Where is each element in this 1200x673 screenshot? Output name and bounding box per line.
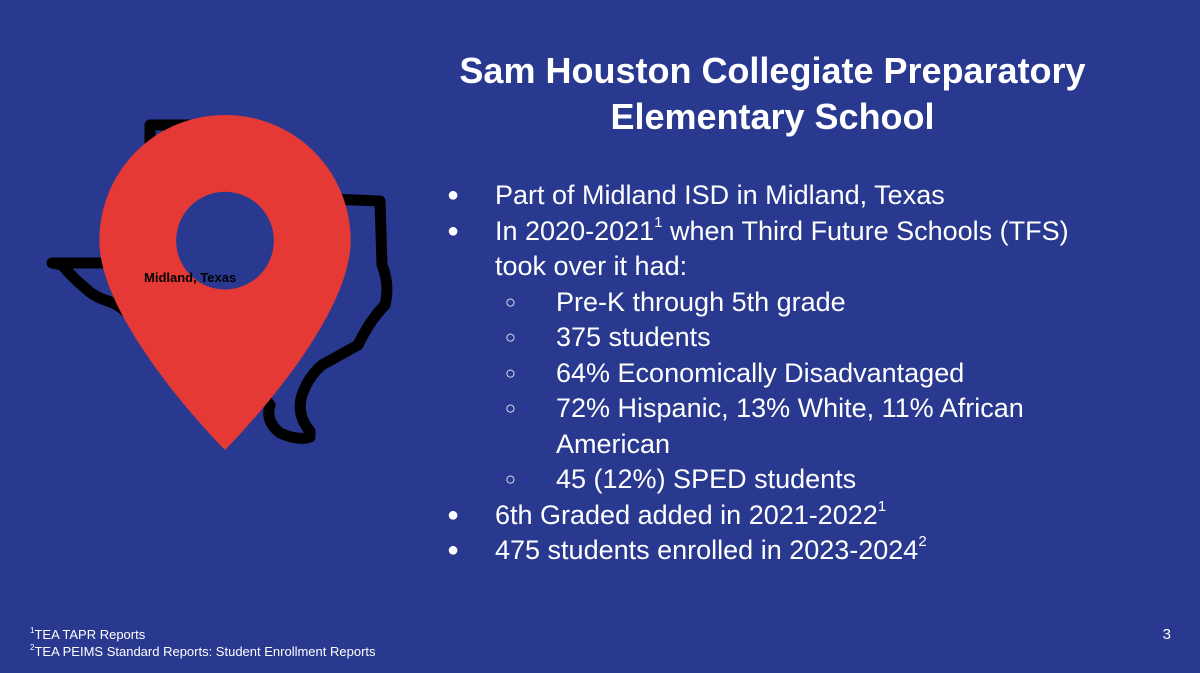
bullet-dot-icon: ● [447,539,460,561]
page-number: 3 [1162,626,1171,643]
location-pin-icon [99,115,351,450]
footnote-2: 2TEA PEIMS Standard Reports: Student Enr… [30,643,376,660]
texas-map: Midland, Texas [40,115,410,450]
footnote-ref: 2 [918,533,927,550]
bullet-text: In 2020-2021 [495,215,655,246]
sub-bullet-item: ○ 45 (12%) SPED students [443,462,1103,498]
bullet-text: 6th Graded added in 2021-2022 [495,499,878,530]
sub-bullet-item: ○ Pre-K through 5th grade [443,285,1103,321]
footnote-ref: 1 [877,497,887,515]
bullet-dot-icon: ● [447,503,460,526]
footnote-text: TEA PEIMS Standard Reports: Student Enro… [34,644,376,659]
bullet-item: ● 475 students enrolled in 2023-20242 [443,533,1103,569]
sub-bullet-text: 64% Economically Disadvantaged [556,357,965,388]
bullet-text: Part of Midland ISD in Midland, Texas [495,180,945,210]
footnotes: 1TEA TAPR Reports 2TEA PEIMS Standard Re… [30,626,376,660]
sub-bullet-item: ○ 64% Economically Disadvantaged [443,356,1103,392]
bullet-circle-icon: ○ [505,327,516,347]
footnote-text: TEA TAPR Reports [34,627,146,642]
bullet-item: ● In 2020-20211 when Third Future School… [443,214,1103,285]
title-line-1: Sam Houston Collegiate Preparatory [459,50,1086,91]
bullet-text: 475 students enrolled in 2023-2024 [495,535,919,565]
bullet-text: when Third Future Schools (TFS) took ove… [495,215,1069,282]
sub-bullet-text: 375 students [556,322,711,352]
sub-bullet-item: ○ 72% Hispanic, 13% White, 11% African A… [443,391,1103,462]
footnote-1: 1TEA TAPR Reports [30,626,376,643]
bullet-dot-icon: ● [447,184,460,206]
slide-title: Sam Houston Collegiate Preparatory Eleme… [400,48,1145,140]
sub-bullet-text: 72% Hispanic, 13% White, 11% African Ame… [556,393,1024,459]
bullet-circle-icon: ○ [505,469,516,489]
sub-bullet-text: Pre-K through 5th grade [556,286,846,317]
footnote-ref: 1 [654,213,663,231]
title-line-2: Elementary School [610,96,935,137]
footnote-number: 2 [30,643,35,652]
footnote-number: 1 [30,626,35,635]
bullet-circle-icon: ○ [505,398,516,418]
bullet-list: ● Part of Midland ISD in Midland, Texas … [443,178,1103,569]
bullet-circle-icon: ○ [505,291,516,312]
sub-bullet-item: ○ 375 students [443,320,1103,356]
map-location-label: Midland, Texas [144,270,237,285]
bullet-circle-icon: ○ [505,362,516,383]
bullet-item: ● 6th Graded added in 2021-20221 [443,498,1103,534]
sub-bullet-text: 45 (12%) SPED students [556,464,857,494]
bullet-item: ● Part of Midland ISD in Midland, Texas [443,178,1103,214]
bullet-dot-icon: ● [447,219,460,242]
